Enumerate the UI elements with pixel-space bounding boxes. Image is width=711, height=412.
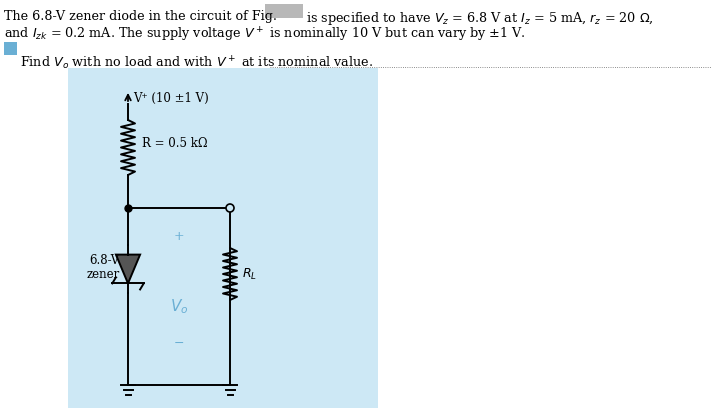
Bar (68, 68, 378, 408)
Text: V⁺ (10 ±1 V): V⁺ (10 ±1 V) (133, 92, 209, 105)
Circle shape (226, 204, 234, 212)
Bar (4, 42, 17, 55)
Text: +: + (173, 229, 184, 243)
Text: and $I_{zk}$ = 0.2 mA. The supply voltage $V^+$ is nominally 10 V but can vary b: and $I_{zk}$ = 0.2 mA. The supply voltag… (4, 26, 526, 44)
Text: R = 0.5 kΩ: R = 0.5 kΩ (142, 137, 208, 150)
Text: Find $V_o$ with no load and with $V^+$ at its nominal value.: Find $V_o$ with no load and with $V^+$ a… (20, 55, 373, 73)
Text: 6.8-V: 6.8-V (90, 253, 120, 267)
Text: $V_o$: $V_o$ (170, 297, 188, 316)
Text: The 6.8-V zener diode in the circuit of Fig.: The 6.8-V zener diode in the circuit of … (4, 10, 277, 23)
Text: zener: zener (87, 269, 120, 281)
Polygon shape (116, 255, 140, 283)
Text: −: − (173, 337, 184, 349)
Text: is specified to have $V_z$ = 6.8 V at $I_z$ = 5 mA, $r_z$ = 20 $\Omega$,: is specified to have $V_z$ = 6.8 V at $I… (306, 10, 653, 27)
Text: $R_L$: $R_L$ (242, 267, 257, 281)
Bar (265, 4, 303, 18)
